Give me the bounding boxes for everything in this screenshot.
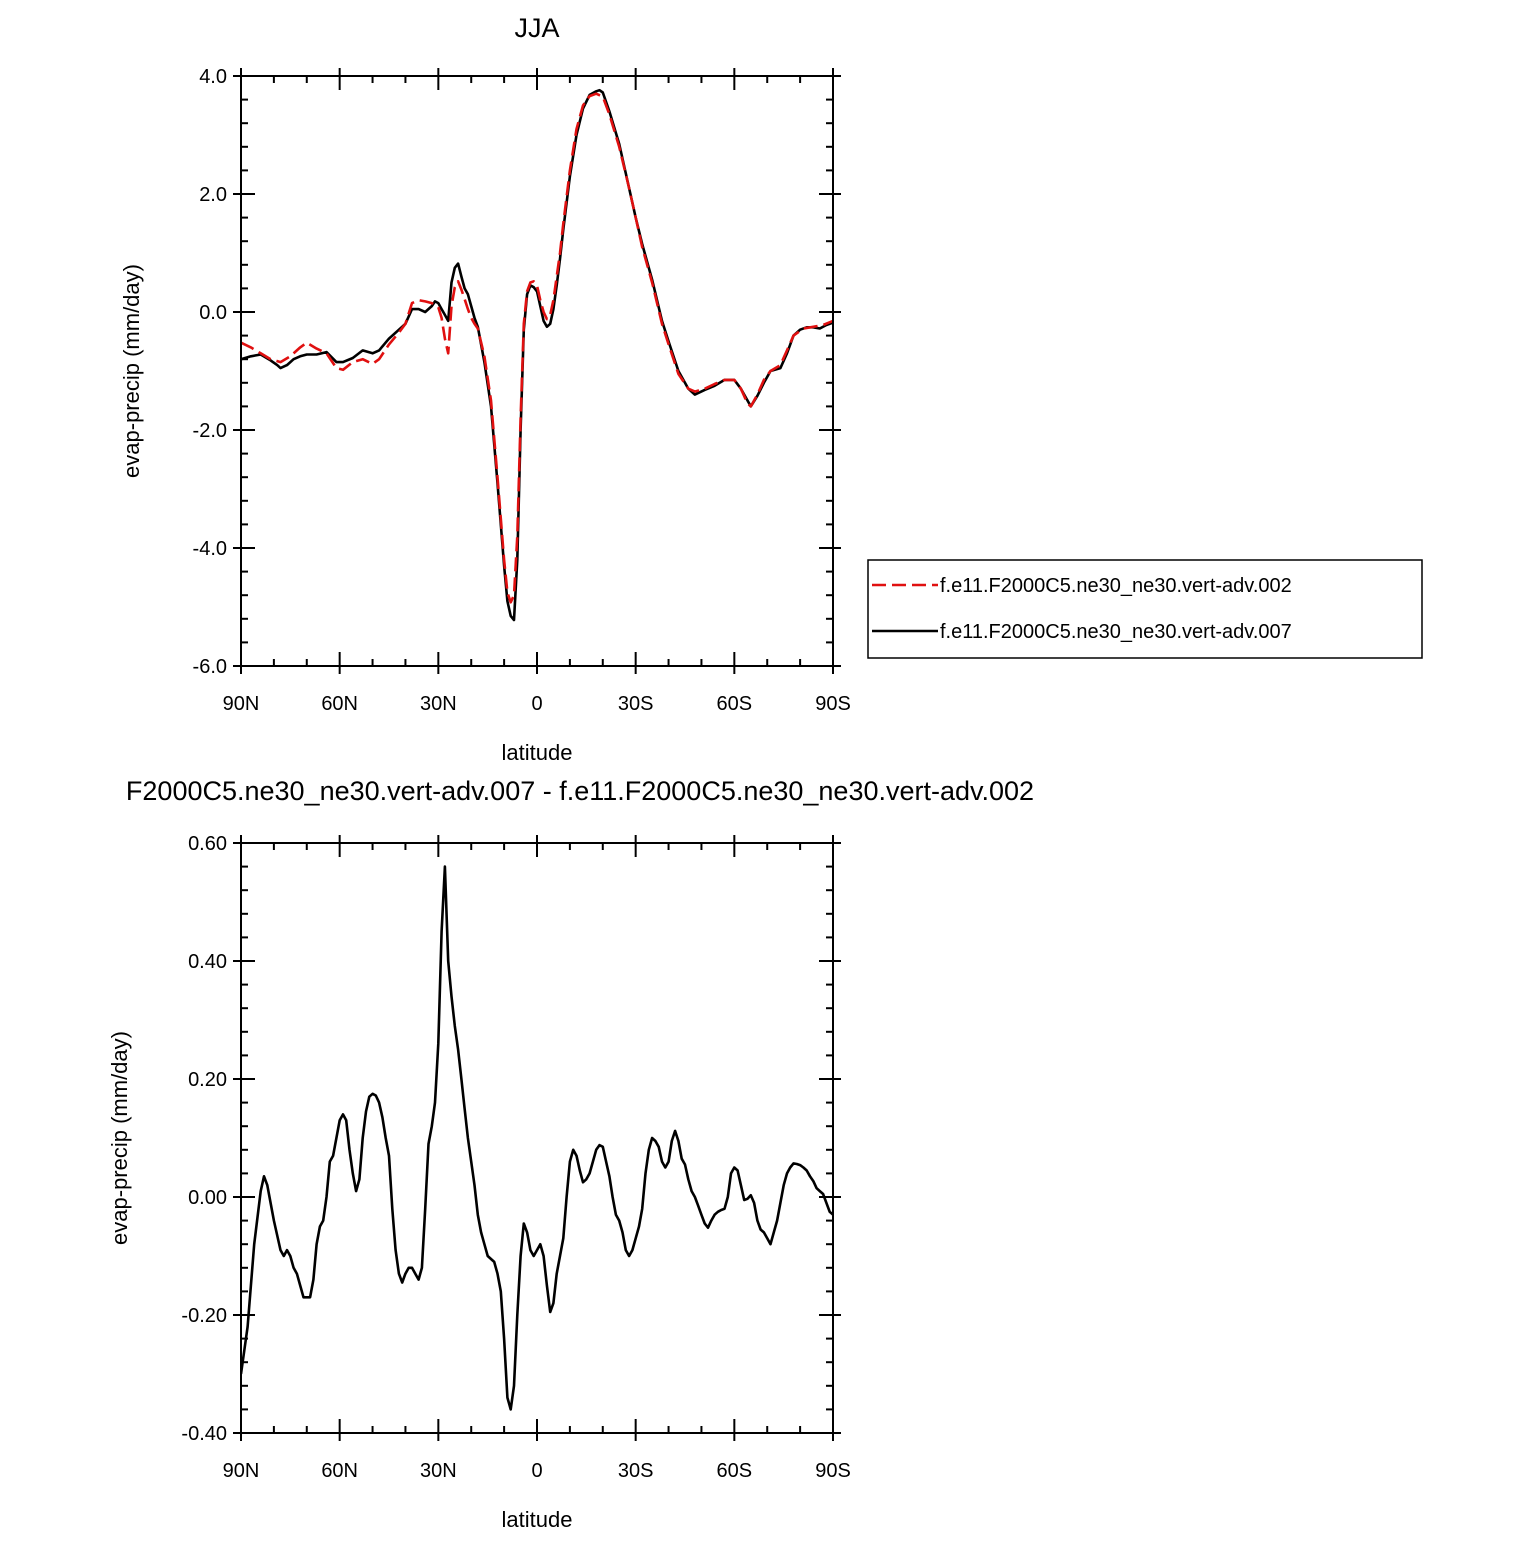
y-tick-label: 4.0 (199, 66, 227, 88)
y-tick-label: 0.20 (188, 1069, 227, 1091)
series-line-007 (241, 865, 833, 1411)
x-tick-label: 60S (717, 1460, 753, 1482)
x-tick-label: 90N (223, 1460, 260, 1482)
x-tick-label: 90N (223, 693, 260, 715)
y-tick-labels: 0.60 0.40 0.20 0.00 -0.20 -0.40 (181, 833, 227, 1445)
y-tick-label: 0.0 (199, 302, 227, 324)
y-axis-label: evap-precip (mm/day) (107, 1031, 132, 1245)
y-tick-label: -4.0 (193, 538, 227, 560)
chart-title: F2000C5.ne30_ne30.vert-adv.007 - f.e11.F… (126, 776, 1034, 806)
y-tick-label: -2.0 (193, 420, 227, 442)
chart-top: JJA 4.0 2.0 0.0 -2.0 -4.0 -6.0 90N 60N 30N 0 30S 6… (119, 13, 1423, 765)
y-tick-label: -0.20 (181, 1305, 227, 1327)
series-group (241, 88, 833, 622)
x-tick-label: 60N (321, 1460, 358, 1482)
y-tick-label: 0.40 (188, 951, 227, 973)
x-tick-label: 60S (717, 693, 753, 715)
y-tick-labels: 4.0 2.0 0.0 -2.0 -4.0 -6.0 (193, 66, 227, 678)
tick-marks (233, 68, 841, 674)
x-axis-label: latitude (502, 1507, 573, 1532)
chart-bottom: F2000C5.ne30_ne30.vert-adv.007 - f.e11.F… (107, 776, 1034, 1532)
x-tick-label: 30N (420, 693, 457, 715)
x-tick-labels: 90N 60N 30N 0 30S 60S 90S (223, 693, 851, 715)
x-axis-label: latitude (502, 740, 573, 765)
x-tick-label: 0 (531, 1460, 542, 1482)
x-tick-label: 60N (321, 693, 358, 715)
x-tick-label: 0 (531, 693, 542, 715)
series-line-002 (241, 92, 833, 604)
x-tick-label: 30S (618, 1460, 654, 1482)
legend-box (867, 559, 1423, 659)
y-axis-label: evap-precip (mm/day) (119, 264, 144, 478)
y-tick-label: -0.40 (181, 1423, 227, 1445)
plot-frame (240, 842, 834, 1434)
x-tick-label: 90S (815, 1460, 851, 1482)
y-tick-label: 0.60 (188, 833, 227, 855)
x-tick-label: 30N (420, 1460, 457, 1482)
legend: f.e11.F2000C5.ne30_ne30.vert-adv.002 f.e… (867, 559, 1423, 659)
x-tick-label: 30S (618, 693, 654, 715)
legend-label-007: f.e11.F2000C5.ne30_ne30.vert-adv.007 (940, 621, 1292, 643)
y-tick-label: 2.0 (199, 184, 227, 206)
x-tick-labels: 90N 60N 30N 0 30S 60S 90S (223, 1460, 851, 1482)
chart-title: JJA (514, 13, 559, 43)
tick-marks (233, 835, 841, 1441)
series-group (241, 865, 833, 1411)
y-tick-label: -6.0 (193, 656, 227, 678)
series-line-007 (241, 88, 833, 622)
x-tick-label: 90S (815, 693, 851, 715)
legend-label-002: f.e11.F2000C5.ne30_ne30.vert-adv.002 (940, 575, 1292, 597)
plot-frame (240, 75, 834, 667)
y-tick-label: 0.00 (188, 1187, 227, 1209)
